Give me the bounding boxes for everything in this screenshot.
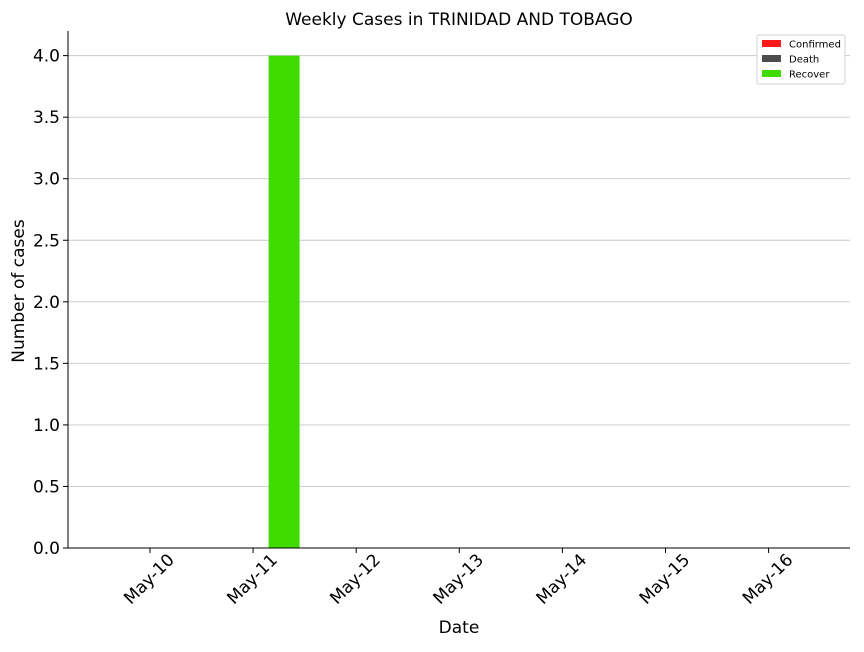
- bar-recover-may-11: [268, 55, 300, 548]
- y-tick-label: 3.5: [33, 108, 60, 128]
- legend-label-confirmed: Confirmed: [789, 40, 841, 51]
- x-axis-label: Date: [439, 618, 480, 638]
- y-tick-label: 0.0: [33, 539, 60, 559]
- legend-swatch-death: [762, 55, 781, 62]
- y-tick-label: 1.0: [33, 416, 60, 436]
- legend-swatch-recover: [762, 70, 781, 77]
- legend-label-recover: Recover: [789, 70, 830, 81]
- grid-lines: [68, 55, 850, 487]
- y-tick-label: 4.0: [33, 47, 60, 67]
- y-tick-label: 2.0: [33, 293, 60, 313]
- y-tick-label: 2.5: [33, 231, 60, 251]
- legend-label-death: Death: [789, 55, 819, 66]
- legend: Confirmed Death Recover: [756, 34, 846, 85]
- y-tick-label: 0.5: [33, 477, 60, 497]
- chart-title: Weekly Cases in TRINIDAD AND TOBAGO: [285, 10, 633, 30]
- bars: [268, 55, 300, 548]
- y-axis-label: Number of cases: [9, 219, 29, 363]
- y-tick-label: 1.5: [33, 354, 60, 374]
- y-tick-label: 3.0: [33, 170, 60, 190]
- y-axis-ticks: 0.0 0.5 1.0 1.5 2.0 2.5 3.0 3.5 4.0: [33, 47, 68, 559]
- legend-swatch-confirmed: [762, 40, 781, 47]
- legend-items: Confirmed Death Recover: [762, 40, 841, 81]
